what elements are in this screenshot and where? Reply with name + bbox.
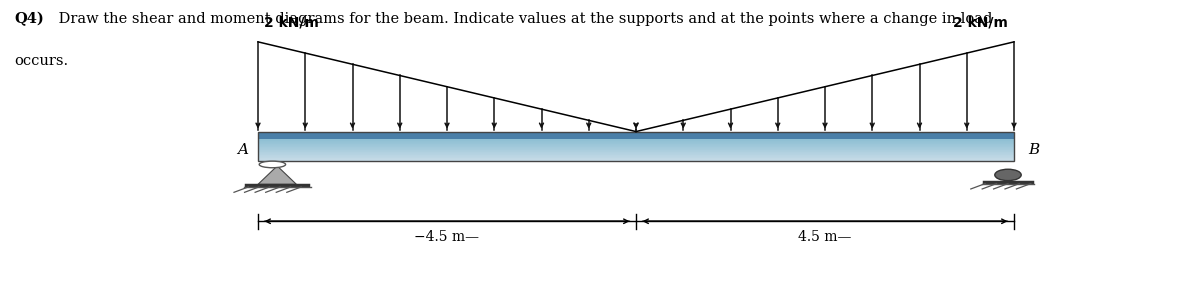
Bar bbox=[258, 140, 1014, 141]
Bar bbox=[258, 153, 1014, 154]
Text: 2 kN/m: 2 kN/m bbox=[953, 16, 1008, 30]
Bar bbox=[258, 134, 1014, 135]
Bar bbox=[258, 150, 1014, 151]
Bar bbox=[258, 133, 1014, 134]
Bar bbox=[258, 132, 1014, 133]
Bar bbox=[258, 135, 1014, 136]
Bar bbox=[258, 147, 1014, 148]
Bar bbox=[258, 144, 1014, 145]
Text: Draw the shear and moment diagrams for the beam. Indicate values at the supports: Draw the shear and moment diagrams for t… bbox=[54, 12, 992, 26]
Bar bbox=[258, 156, 1014, 157]
Text: occurs.: occurs. bbox=[14, 54, 68, 68]
Bar bbox=[258, 132, 1014, 161]
Bar bbox=[258, 146, 1014, 147]
Text: 2 kN/m: 2 kN/m bbox=[264, 16, 319, 30]
Bar bbox=[258, 136, 1014, 137]
Bar bbox=[258, 149, 1014, 150]
Bar bbox=[258, 157, 1014, 158]
Bar bbox=[258, 142, 1014, 143]
Bar bbox=[258, 139, 1014, 140]
Bar bbox=[258, 141, 1014, 142]
Text: B: B bbox=[1028, 143, 1039, 156]
Text: 4.5 m—: 4.5 m— bbox=[798, 230, 852, 244]
Bar bbox=[258, 132, 1014, 139]
Bar bbox=[258, 138, 1014, 139]
Bar bbox=[258, 154, 1014, 155]
Bar bbox=[258, 151, 1014, 152]
Bar bbox=[258, 158, 1014, 159]
Text: Q4): Q4) bbox=[14, 12, 44, 26]
Bar bbox=[258, 155, 1014, 156]
Bar bbox=[258, 143, 1014, 144]
Circle shape bbox=[259, 161, 286, 168]
Bar bbox=[258, 152, 1014, 153]
Bar bbox=[258, 148, 1014, 149]
Bar bbox=[258, 160, 1014, 161]
Text: −4.5 m—: −4.5 m— bbox=[414, 230, 480, 244]
Bar bbox=[258, 159, 1014, 160]
Bar bbox=[258, 145, 1014, 146]
Bar bbox=[258, 137, 1014, 138]
Ellipse shape bbox=[995, 169, 1021, 181]
Polygon shape bbox=[258, 166, 296, 184]
Text: A: A bbox=[238, 143, 248, 156]
